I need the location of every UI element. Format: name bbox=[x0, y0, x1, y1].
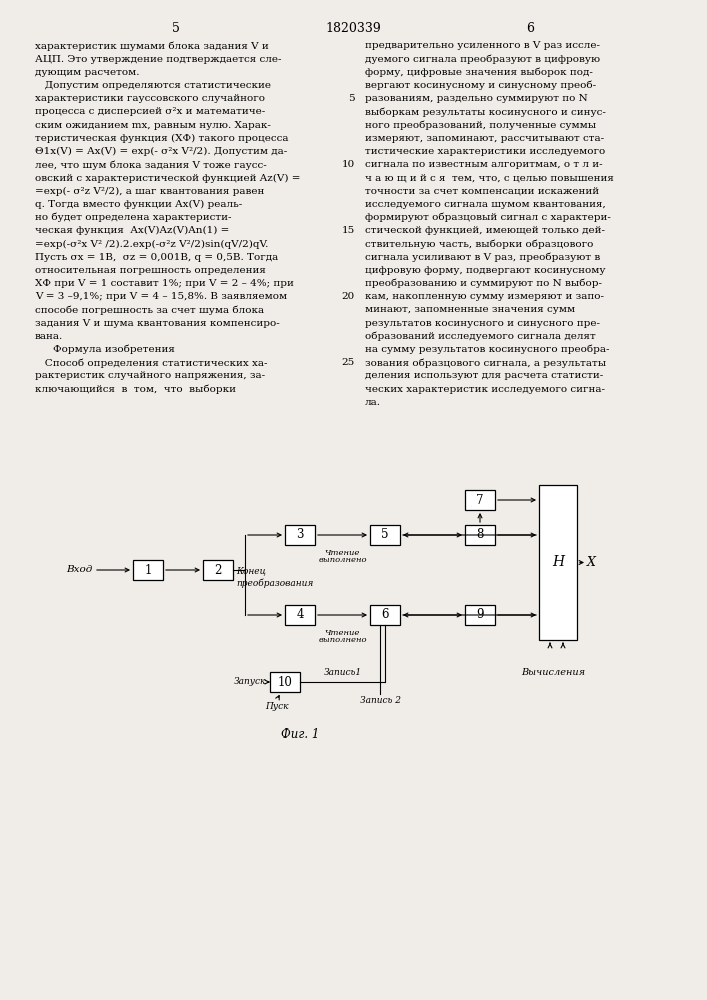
Text: 2: 2 bbox=[214, 564, 222, 576]
Bar bbox=[133, 560, 163, 580]
Text: лее, что шум блока задания V тоже гаусс-: лее, что шум блока задания V тоже гаусс- bbox=[35, 160, 267, 170]
Text: ного преобразований, полученные суммы: ного преобразований, полученные суммы bbox=[365, 120, 596, 130]
Bar bbox=[203, 560, 233, 580]
Text: 10: 10 bbox=[278, 676, 293, 688]
Bar bbox=[539, 485, 577, 640]
Text: разованиям, раздельно суммируют по N: разованиям, раздельно суммируют по N bbox=[365, 94, 588, 103]
Text: Способ определения статистических ха-: Способ определения статистических ха- bbox=[35, 358, 267, 368]
Text: 25: 25 bbox=[341, 358, 355, 367]
Text: Запись 2: Запись 2 bbox=[359, 696, 400, 705]
Text: АЦП. Это утверждение подтверждается сле-: АЦП. Это утверждение подтверждается сле- bbox=[35, 55, 281, 64]
Text: выполнено: выполнено bbox=[318, 636, 367, 644]
Text: рактеристик случайного напряжения, за-: рактеристик случайного напряжения, за- bbox=[35, 371, 265, 380]
Bar bbox=[465, 525, 495, 545]
Text: деления используют для расчета статисти-: деления используют для расчета статисти- bbox=[365, 371, 603, 380]
Text: преобразования: преобразования bbox=[236, 578, 313, 588]
Text: результатов косинусного и синусного пре-: результатов косинусного и синусного пре- bbox=[365, 319, 600, 328]
Text: дующим расчетом.: дующим расчетом. bbox=[35, 68, 139, 77]
Text: выполнено: выполнено bbox=[318, 556, 367, 564]
Text: 7: 7 bbox=[477, 493, 484, 506]
Text: 15: 15 bbox=[341, 226, 355, 235]
Text: 5: 5 bbox=[349, 94, 355, 103]
Text: 6: 6 bbox=[526, 21, 534, 34]
Text: Θ1x(V) = Ax(V) = exp(- σ²x V²/2). Допустим да-: Θ1x(V) = Ax(V) = exp(- σ²x V²/2). Допуст… bbox=[35, 147, 287, 156]
Text: Формула изобретения: Формула изобретения bbox=[53, 345, 175, 354]
Text: выборкам результаты косинусного и синус-: выборкам результаты косинусного и синус- bbox=[365, 107, 606, 117]
Text: ла.: ла. bbox=[365, 398, 381, 407]
Text: ским ожиданием mx, равным нулю. Харак-: ским ожиданием mx, равным нулю. Харак- bbox=[35, 121, 271, 130]
Text: 5: 5 bbox=[381, 528, 389, 542]
Text: Вычисления: Вычисления bbox=[521, 668, 585, 677]
Text: относительная погрешность определения: относительная погрешность определения bbox=[35, 266, 266, 275]
Text: Фиг. 1: Фиг. 1 bbox=[281, 728, 319, 742]
Text: но будет определена характеристи-: но будет определена характеристи- bbox=[35, 213, 231, 222]
Text: дуемого сигнала преобразуют в цифровую: дуемого сигнала преобразуют в цифровую bbox=[365, 54, 600, 64]
Text: ствительную часть, выборки образцового: ствительную часть, выборки образцового bbox=[365, 239, 593, 249]
Text: на сумму результатов косинусного преобра-: на сумму результатов косинусного преобра… bbox=[365, 345, 609, 354]
Text: 3: 3 bbox=[296, 528, 304, 542]
Text: минают, запомненные значения сумм: минают, запомненные значения сумм bbox=[365, 306, 575, 314]
Bar bbox=[285, 605, 315, 625]
Text: q. Тогда вместо функции Ax(V) реаль-: q. Тогда вместо функции Ax(V) реаль- bbox=[35, 200, 243, 209]
Text: 1820339: 1820339 bbox=[325, 21, 381, 34]
Text: образований исследуемого сигнала делят: образований исследуемого сигнала делят bbox=[365, 332, 596, 341]
Text: исследуемого сигнала шумом квантования,: исследуемого сигнала шумом квантования, bbox=[365, 200, 606, 209]
Text: стической функцией, имеющей только дей-: стической функцией, имеющей только дей- bbox=[365, 226, 605, 235]
Bar bbox=[270, 672, 300, 692]
Text: измеряют, запоминают, рассчитывают ста-: измеряют, запоминают, рассчитывают ста- bbox=[365, 134, 604, 143]
Text: способе погрешность за счет шума блока: способе погрешность за счет шума блока bbox=[35, 305, 264, 315]
Text: предварительно усиленного в V раз иссле-: предварительно усиленного в V раз иссле- bbox=[365, 41, 600, 50]
Text: 20: 20 bbox=[341, 292, 355, 301]
Text: ческих характеристик исследуемого сигна-: ческих характеристик исследуемого сигна- bbox=[365, 385, 605, 394]
Text: Допустим определяются статистические: Допустим определяются статистические bbox=[35, 81, 271, 90]
Text: сигнала по известным алгоритмам, о т л и-: сигнала по известным алгоритмам, о т л и… bbox=[365, 160, 602, 169]
Bar bbox=[465, 605, 495, 625]
Text: Вход: Вход bbox=[66, 566, 93, 574]
Text: 8: 8 bbox=[477, 528, 484, 542]
Text: Запись1: Запись1 bbox=[323, 668, 361, 677]
Text: Чтение: Чтение bbox=[325, 629, 360, 637]
Bar bbox=[370, 605, 400, 625]
Text: 1: 1 bbox=[144, 564, 152, 576]
Text: ключающийся  в  том,  что  выборки: ключающийся в том, что выборки bbox=[35, 384, 236, 394]
Text: =exp(- σ²z V²/2), а шаг квантования равен: =exp(- σ²z V²/2), а шаг квантования раве… bbox=[35, 187, 264, 196]
Text: Чтение: Чтение bbox=[325, 549, 360, 557]
Text: характеристики гауссовского случайного: характеристики гауссовского случайного bbox=[35, 94, 265, 103]
Text: характеристик шумами блока задания V и: характеристик шумами блока задания V и bbox=[35, 41, 269, 51]
Text: сигнала усиливают в V раз, преобразуют в: сигнала усиливают в V раз, преобразуют в bbox=[365, 252, 600, 262]
Text: Конец: Конец bbox=[236, 566, 266, 576]
Text: V = 3 –9,1%; при V = 4 – 15,8%. В заявляемом: V = 3 –9,1%; при V = 4 – 15,8%. В заявля… bbox=[35, 292, 287, 301]
Text: ХФ при V = 1 составит 1%; при V = 2 – 4%; при: ХФ при V = 1 составит 1%; при V = 2 – 4%… bbox=[35, 279, 294, 288]
Bar bbox=[370, 525, 400, 545]
Text: 9: 9 bbox=[477, 608, 484, 621]
Text: теристическая функция (ХФ) такого процесса: теристическая функция (ХФ) такого процес… bbox=[35, 134, 288, 143]
Text: процесса с дисперсией σ²x и математиче-: процесса с дисперсией σ²x и математиче- bbox=[35, 107, 265, 116]
Text: =exp(-σ²x V² /2).2.exp(-σ²z V²/2)sin(qV/2)qV.: =exp(-σ²x V² /2).2.exp(-σ²z V²/2)sin(qV/… bbox=[35, 239, 269, 249]
Text: 5: 5 bbox=[172, 21, 180, 34]
Text: Пуск: Пуск bbox=[265, 702, 288, 711]
Text: вергают косинусному и синусному преоб-: вергают косинусному и синусному преоб- bbox=[365, 81, 596, 90]
Bar bbox=[285, 525, 315, 545]
Text: цифровую форму, подвергают косинусному: цифровую форму, подвергают косинусному bbox=[365, 266, 605, 275]
Text: вана.: вана. bbox=[35, 332, 63, 341]
Text: точности за счет компенсации искажений: точности за счет компенсации искажений bbox=[365, 187, 599, 196]
Text: задания V и шума квантования компенсиро-: задания V и шума квантования компенсиро- bbox=[35, 319, 280, 328]
Text: X: X bbox=[587, 556, 595, 569]
Text: формируют образцовый сигнал с характери-: формируют образцовый сигнал с характери- bbox=[365, 213, 611, 222]
Text: ч а ю щ и й с я  тем, что, с целью повышения: ч а ю щ и й с я тем, что, с целью повыше… bbox=[365, 174, 614, 182]
Text: Н: Н bbox=[552, 556, 564, 570]
Text: Запуск: Запуск bbox=[233, 678, 266, 686]
Text: форму, цифровые значения выборок под-: форму, цифровые значения выборок под- bbox=[365, 68, 593, 77]
Text: овский с характеристической функцией Az(V) =: овский с характеристической функцией Az(… bbox=[35, 173, 300, 183]
Text: 6: 6 bbox=[381, 608, 389, 621]
Text: 4: 4 bbox=[296, 608, 304, 621]
Text: зования образцового сигнала, а результаты: зования образцового сигнала, а результат… bbox=[365, 358, 606, 368]
Text: преобразованию и суммируют по N выбор-: преобразованию и суммируют по N выбор- bbox=[365, 279, 602, 288]
Bar bbox=[465, 490, 495, 510]
Text: Пусть σx = 1В,  σz = 0,001В, q = 0,5В. Тогда: Пусть σx = 1В, σz = 0,001В, q = 0,5В. То… bbox=[35, 253, 279, 262]
Text: ческая функция  Ax(V)Az(V)An(1) =: ческая функция Ax(V)Az(V)An(1) = bbox=[35, 226, 229, 235]
Text: 10: 10 bbox=[341, 160, 355, 169]
Text: кам, накопленную сумму измеряют и запо-: кам, накопленную сумму измеряют и запо- bbox=[365, 292, 604, 301]
Text: тистические характеристики исследуемого: тистические характеристики исследуемого bbox=[365, 147, 605, 156]
